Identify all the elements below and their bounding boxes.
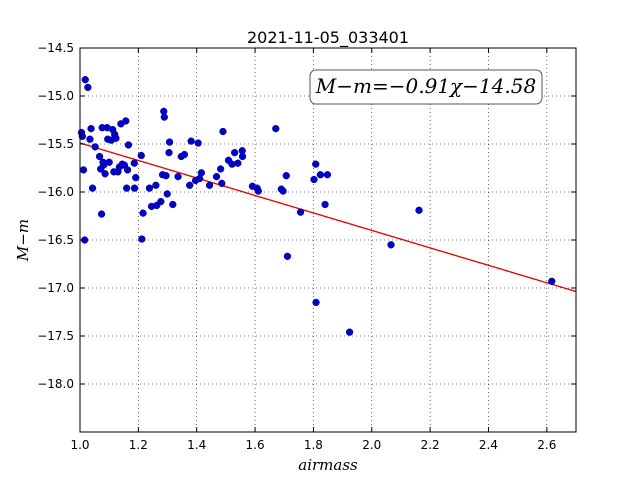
data-point <box>162 172 170 180</box>
y-tick-label: −16.5 <box>37 233 74 247</box>
data-point <box>279 187 287 195</box>
y-axis-label: M−m <box>14 219 32 262</box>
data-point <box>218 179 226 188</box>
data-point <box>81 76 89 84</box>
data-point <box>160 113 168 121</box>
data-point <box>323 171 332 179</box>
data-point <box>130 184 139 192</box>
y-tick-label: −17.5 <box>37 329 74 343</box>
data-point <box>312 298 320 307</box>
y-tick-label: −15.5 <box>37 137 74 151</box>
data-point <box>310 175 318 184</box>
data-point <box>124 141 133 149</box>
data-point <box>84 83 92 92</box>
data-point <box>272 124 280 133</box>
grid-lines <box>80 48 576 432</box>
data-point <box>230 148 239 157</box>
data-point <box>187 137 195 145</box>
data-point <box>145 184 154 192</box>
data-point <box>86 135 94 143</box>
data-point <box>95 152 104 161</box>
data-point <box>283 252 292 260</box>
data-point <box>123 166 132 174</box>
x-axis-label: airmass <box>298 456 358 474</box>
data-point <box>194 139 202 147</box>
data-point <box>132 173 140 182</box>
x-tick-label: 1.6 <box>246 438 265 452</box>
data-point <box>205 181 214 189</box>
data-point <box>174 172 182 181</box>
data-point <box>180 150 189 159</box>
data-point <box>88 184 97 192</box>
y-tick-labels: −14.5 −15.0 −15.5 −16.0 −16.5 −17.0 −17.5 −18.0 <box>37 41 74 391</box>
data-point <box>321 200 329 209</box>
fit-line <box>79 142 577 293</box>
x-tick-label: 2.4 <box>479 438 498 452</box>
x-tick-label: 1.4 <box>187 438 206 452</box>
y-tick-label: −15.0 <box>37 89 74 103</box>
annotation-text: M−m=−0.91χ−14.58 <box>315 74 536 98</box>
data-point <box>212 172 221 181</box>
data-point <box>91 143 99 151</box>
data-point <box>234 159 242 167</box>
data-point <box>97 210 106 218</box>
y-tick-label: −17.0 <box>37 281 74 295</box>
data-point <box>87 124 95 133</box>
data-point <box>312 160 320 168</box>
data-point <box>137 151 145 160</box>
data-point <box>78 132 86 140</box>
data-point <box>152 181 160 189</box>
data-point <box>157 197 165 206</box>
data-point <box>219 127 227 136</box>
data-point <box>130 159 138 167</box>
data-point <box>254 187 262 195</box>
data-point <box>165 138 174 146</box>
data-point <box>123 184 131 192</box>
data-point <box>216 165 225 173</box>
data-point <box>197 169 206 177</box>
y-tick-label: −18.0 <box>37 377 74 391</box>
data-point <box>387 241 395 249</box>
annotation-box <box>309 69 543 105</box>
data-point <box>122 117 130 125</box>
data-point <box>415 206 423 214</box>
chart-title: 2021-11-05_033401 <box>247 28 409 48</box>
x-tick-label: 2.6 <box>537 438 556 452</box>
data-point <box>101 170 109 178</box>
data-point <box>105 158 113 166</box>
fit-line-group <box>79 142 577 293</box>
x-tick-label: 1.0 <box>70 438 89 452</box>
axis-ticks <box>79 47 576 432</box>
data-point <box>282 172 290 180</box>
data-point <box>112 134 120 142</box>
x-tick-label: 1.2 <box>129 438 148 452</box>
data-point <box>345 328 354 336</box>
x-tick-label: 1.8 <box>304 438 323 452</box>
data-point <box>296 208 305 216</box>
data-point <box>548 277 556 285</box>
data-points <box>77 76 556 336</box>
y-tick-label: −14.5 <box>37 41 74 55</box>
data-point <box>79 166 88 174</box>
x-tick-label: 2.0 <box>362 438 381 452</box>
data-point <box>138 235 146 243</box>
data-point <box>163 190 171 198</box>
x-tick-labels: 1.0 1.2 1.4 1.6 1.8 2.0 2.2 2.4 2.6 <box>70 438 556 452</box>
data-point <box>139 209 147 217</box>
data-point <box>169 200 177 209</box>
x-tick-label: 2.2 <box>421 438 440 452</box>
data-point <box>165 148 173 157</box>
data-point <box>186 181 194 189</box>
y-tick-label: −16.0 <box>37 185 74 199</box>
data-point <box>316 171 325 179</box>
data-point <box>238 152 247 161</box>
equation-annotation: M−m=−0.91χ−14.58 <box>309 69 543 105</box>
